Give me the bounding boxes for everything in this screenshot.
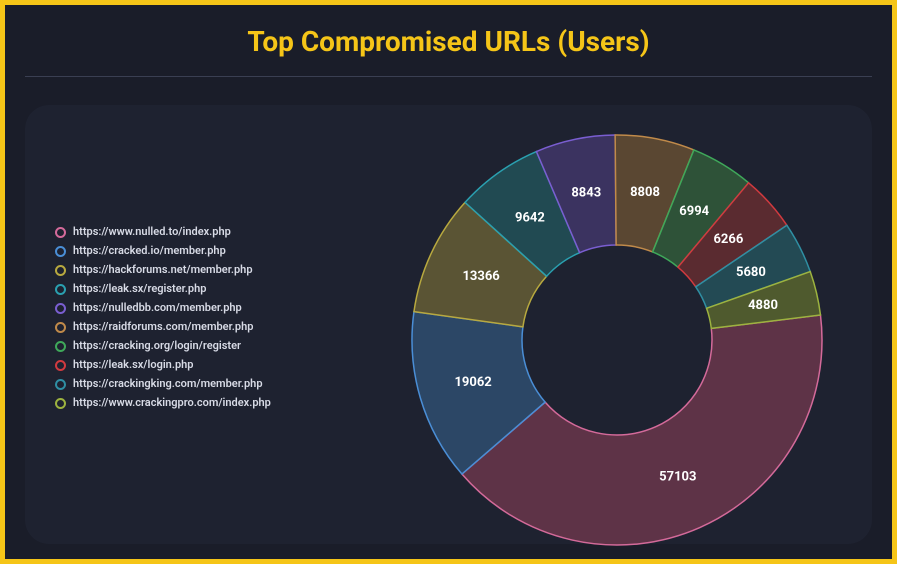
legend-label: https://cracked.io/member.php (73, 244, 226, 258)
legend-item: https://crackingking.com/member.php (55, 377, 271, 391)
legend-label: https://leak.sx/register.php (73, 282, 206, 296)
legend-label: https://nulledbb.com/member.php (73, 301, 242, 315)
donut-chart: 57103 19062 13366 9642 8843 8808 6994 6266 5680 4… (402, 125, 832, 555)
legend-swatch (55, 360, 66, 371)
legend-label: https://leak.sx/login.php (73, 358, 193, 372)
legend-swatch (55, 227, 66, 238)
chart-panel: https://www.nulled.to/index.php https://c… (25, 105, 872, 544)
chart-frame: Top Compromised URLs (Users) https://www… (0, 0, 897, 564)
slice-value-label: 6994 (679, 204, 709, 219)
slice-value-label: 13366 (462, 269, 500, 284)
divider (25, 76, 872, 77)
slice-value-label: 19062 (454, 375, 491, 390)
legend-swatch (55, 265, 66, 276)
slice-value-label: 57103 (659, 470, 696, 485)
legend-swatch (55, 246, 66, 257)
legend-item: https://cracking.org/login/register (55, 339, 271, 353)
legend-label: https://www.crackingpro.com/index.php (73, 396, 271, 410)
slice-value-label: 6266 (713, 232, 743, 247)
legend-item: https://cracked.io/member.php (55, 244, 271, 258)
legend-label: https://www.nulled.to/index.php (73, 225, 231, 239)
legend-label: https://cracking.org/login/register (73, 339, 241, 353)
legend-swatch (55, 379, 66, 390)
slice-value-label: 5680 (736, 265, 766, 280)
page-title: Top Compromised URLs (Users) (5, 5, 892, 76)
legend-label: https://crackingking.com/member.php (73, 377, 263, 391)
legend-swatch (55, 341, 66, 352)
slice-value-label: 8808 (630, 185, 660, 200)
legend-swatch (55, 303, 66, 314)
slice-value-label: 4880 (748, 298, 778, 313)
legend-item: https://www.crackingpro.com/index.php (55, 396, 271, 410)
legend-swatch (55, 284, 66, 295)
legend-item: https://leak.sx/login.php (55, 358, 271, 372)
legend-item: https://www.nulled.to/index.php (55, 225, 271, 239)
legend-item: https://leak.sx/register.php (55, 282, 271, 296)
legend-item: https://nulledbb.com/member.php (55, 301, 271, 315)
legend-item: https://hackforums.net/member.php (55, 263, 271, 277)
legend: https://www.nulled.to/index.php https://c… (55, 225, 271, 415)
legend-swatch (55, 398, 66, 409)
slice-value-label: 8843 (571, 186, 601, 201)
legend-label: https://raidforums.com/member.php (73, 320, 253, 334)
legend-swatch (55, 322, 66, 333)
legend-label: https://hackforums.net/member.php (73, 263, 253, 277)
slice-value-label: 9642 (515, 210, 545, 225)
legend-item: https://raidforums.com/member.php (55, 320, 271, 334)
